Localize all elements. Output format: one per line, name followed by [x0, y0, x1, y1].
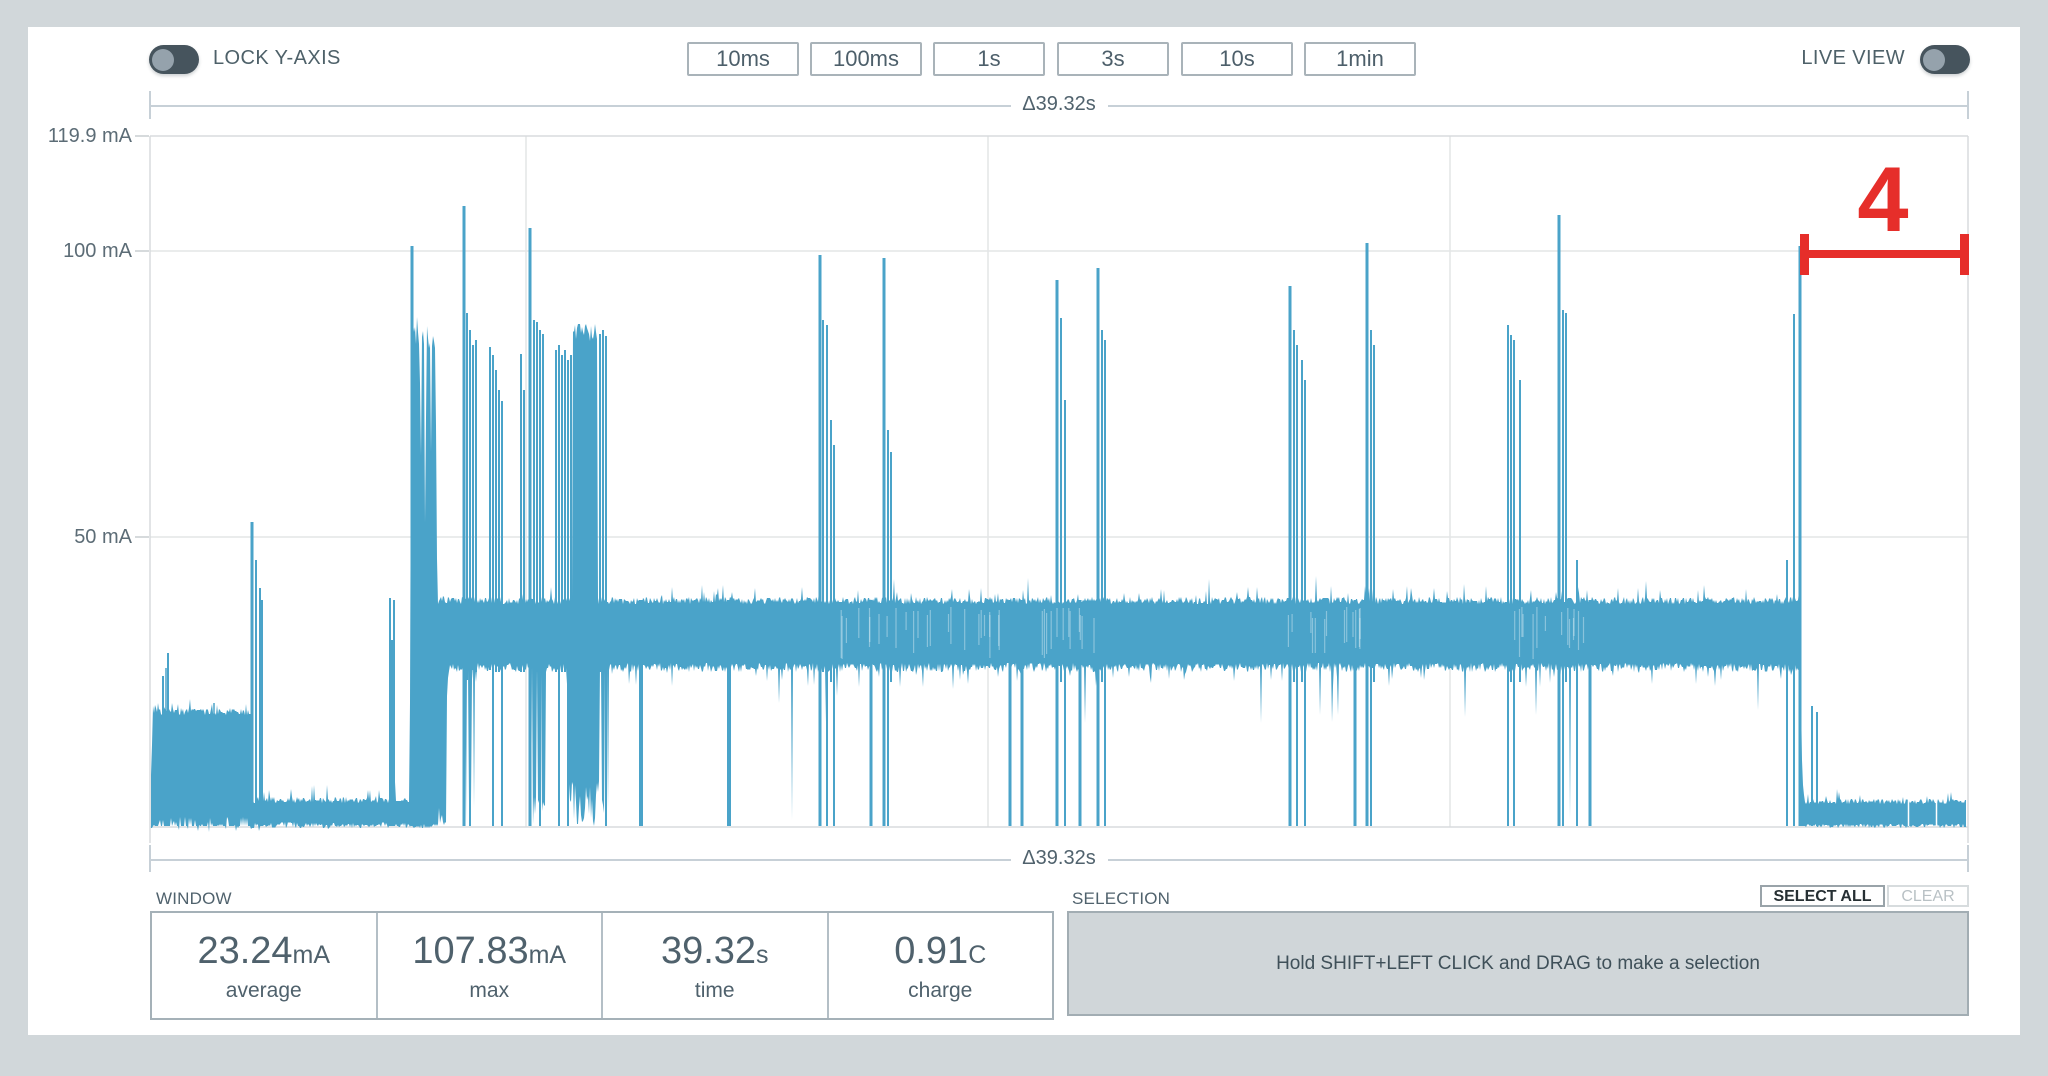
svg-text:4: 4 [1857, 149, 1908, 251]
